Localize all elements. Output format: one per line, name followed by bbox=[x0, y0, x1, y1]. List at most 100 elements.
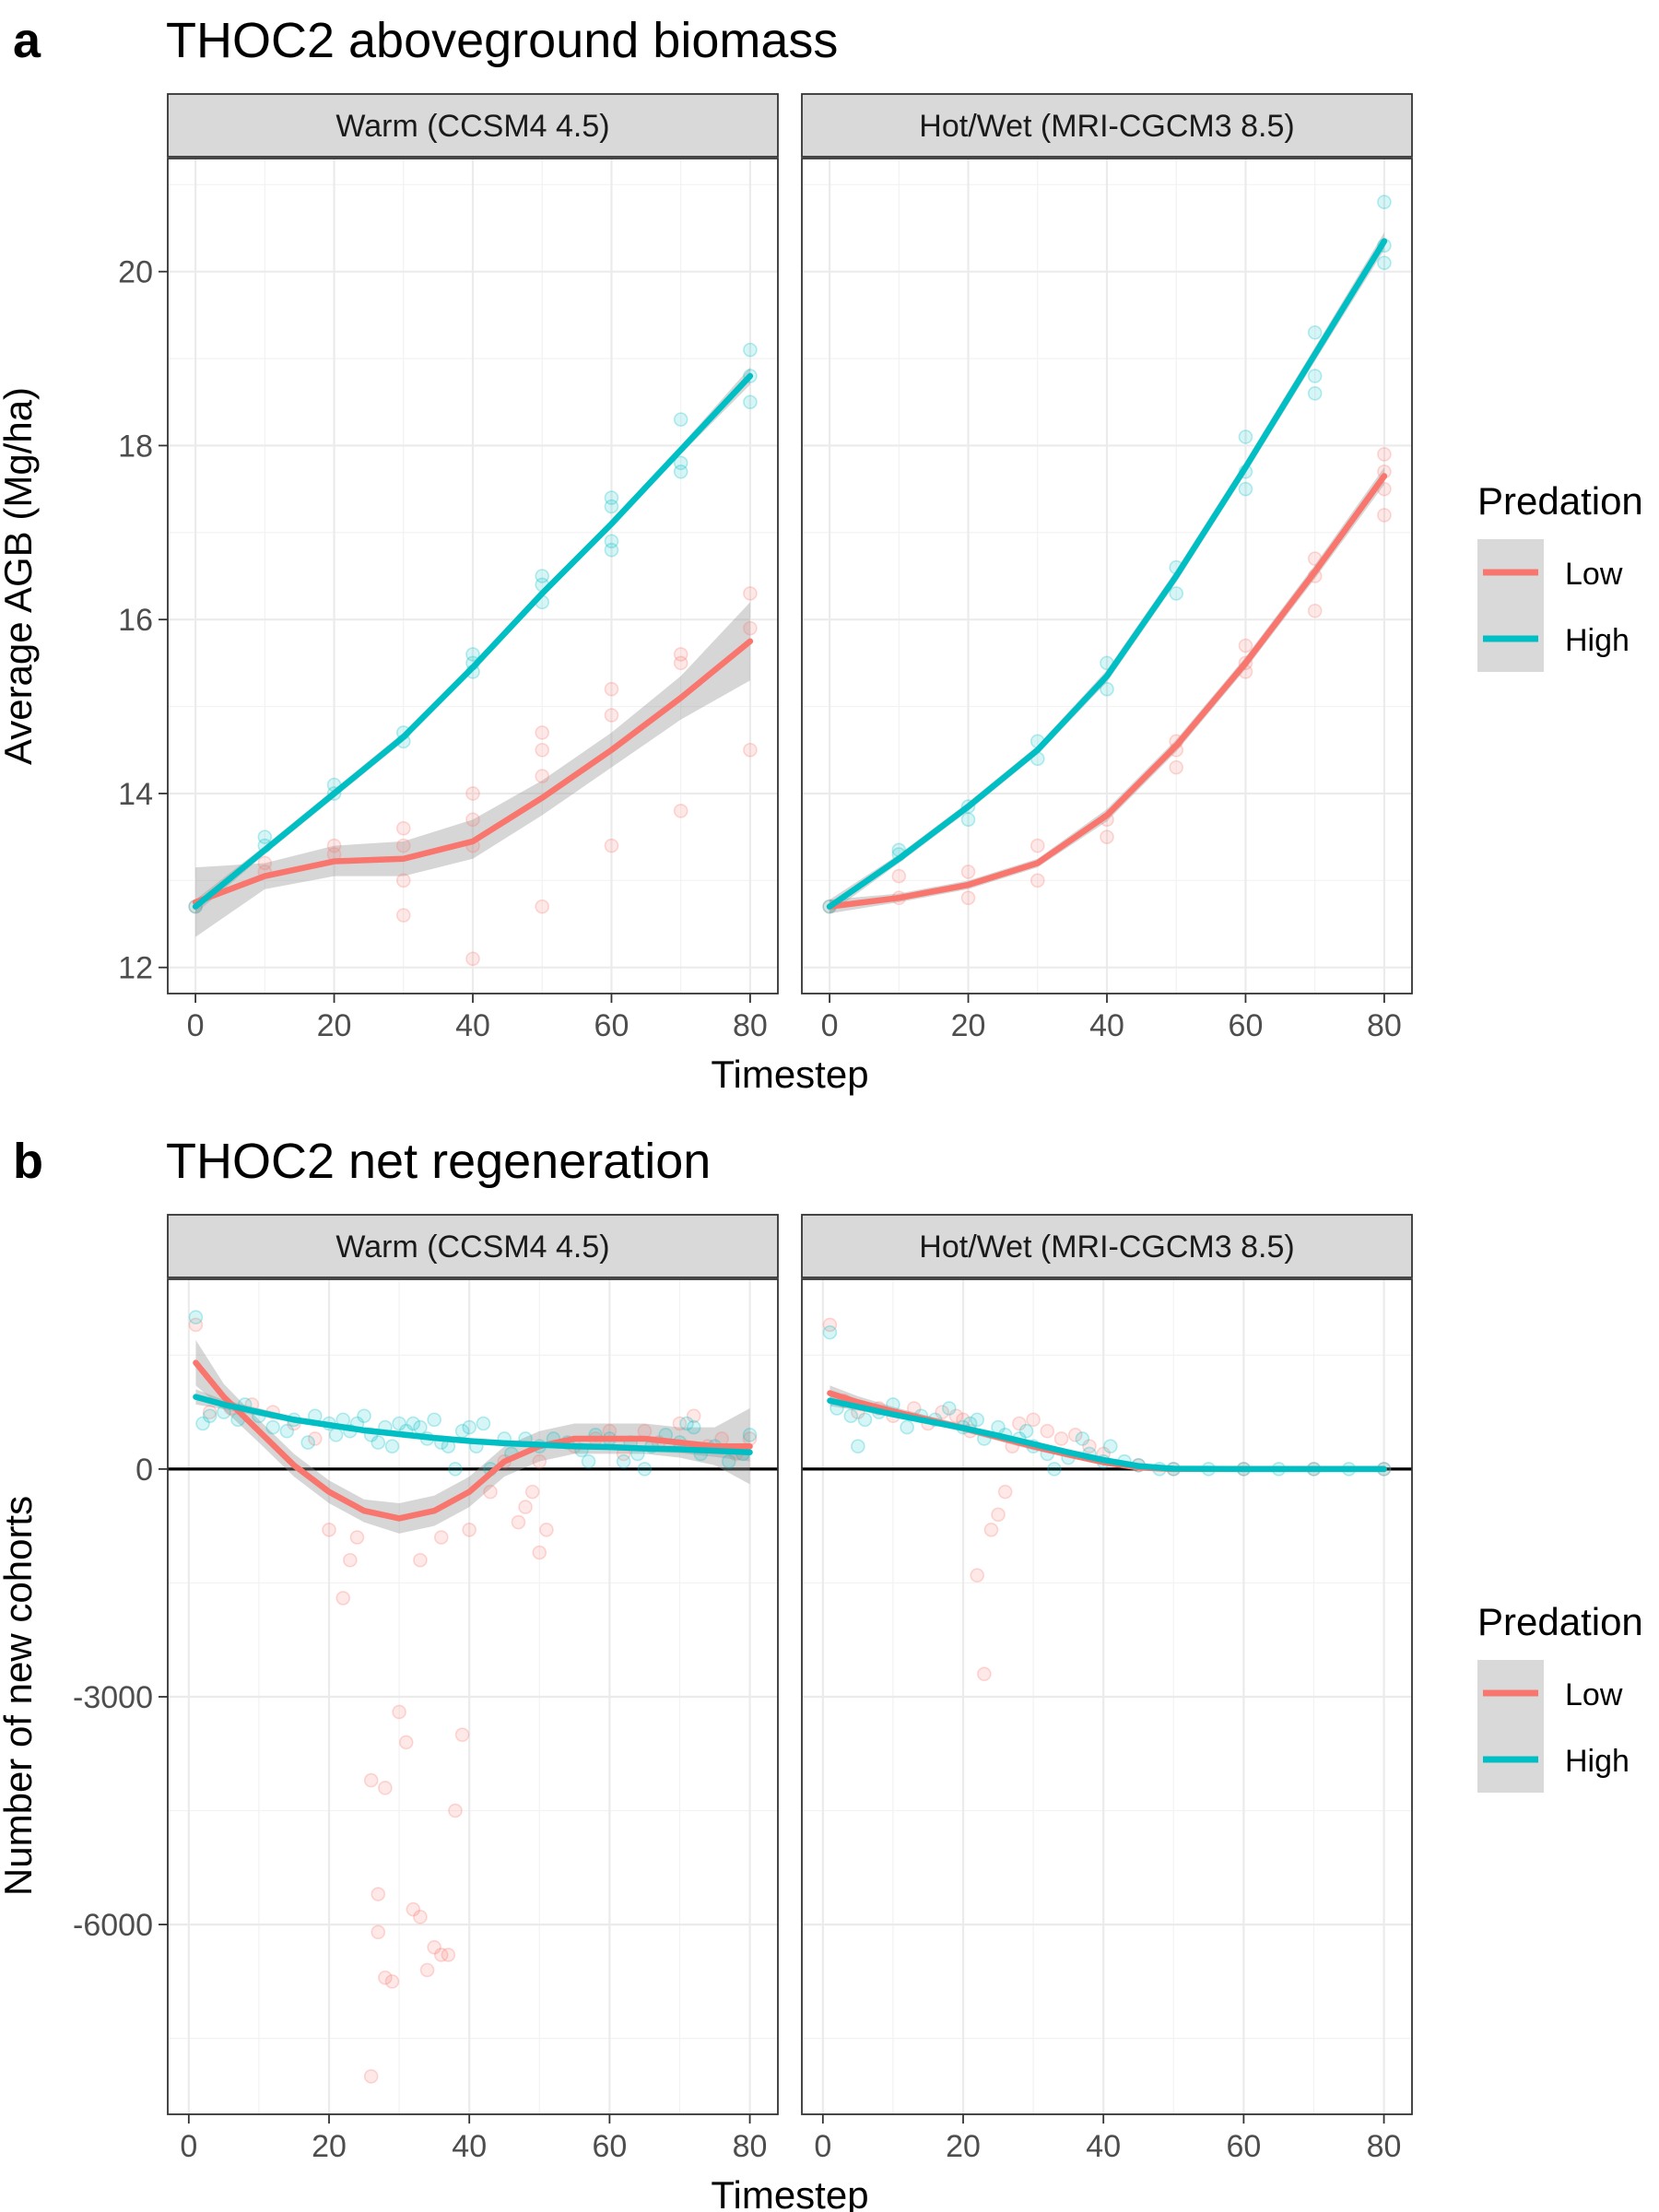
chart-b-hotwet-point-high bbox=[1075, 1431, 1090, 1446]
chart-a-legend-label-high: High bbox=[1565, 623, 1630, 658]
chart-a-warm-point-low bbox=[535, 725, 550, 740]
chart-b-x-title: Timestep bbox=[711, 2173, 868, 2212]
chart-b-warm-point-low bbox=[398, 1735, 414, 1750]
chart-b-y-tick-label: 0 bbox=[135, 1453, 153, 1488]
chart-b-legend-title: Predation bbox=[1477, 1600, 1643, 1643]
chart-a-facet-warm: Warm (CCSM4 4.5) 0 20 40 60 80 12 14 16 18 20 bbox=[118, 93, 779, 1043]
chart-b-warm-point-low bbox=[637, 1423, 653, 1439]
chart-b-hotwet-point-low bbox=[977, 1666, 992, 1682]
chart-a-warm-band-low bbox=[195, 602, 750, 937]
chart-b-warm-point-low bbox=[371, 1924, 386, 1940]
chart-b-warm-point-high bbox=[637, 1462, 653, 1477]
chart-b-facet-warm: Warm (CCSM4 4.5) 0 20 40 60 80 0 -3000 -6000 bbox=[73, 1214, 779, 2164]
chart-b-facet-warm-x-axis: 0 20 40 60 80 bbox=[180, 2114, 767, 2164]
chart-a-title: THOC2 aboveground biomass bbox=[166, 13, 838, 68]
chart-a-hotwet-point-low bbox=[1100, 830, 1114, 844]
chart-b-hotwet-x-tick-label: 20 bbox=[946, 2129, 981, 2164]
chart-a-facet-warm-x-axis: 0 20 40 60 80 bbox=[187, 994, 768, 1043]
chart-a-warm-point-high bbox=[604, 499, 619, 514]
chart-a-warm-point-high bbox=[673, 412, 688, 427]
chart-b-y-title: Number of new cohorts bbox=[0, 1496, 40, 1896]
chart-a-warm-point-high bbox=[743, 342, 758, 358]
chart-a-y-tick-label: 20 bbox=[118, 255, 153, 290]
chart-a-hotwet-point-high bbox=[1307, 324, 1323, 340]
chart-b-hotwet-point-high bbox=[1018, 1423, 1034, 1439]
chart-b-warm-point-high bbox=[448, 1462, 463, 1477]
chart-a-warm-point-low bbox=[743, 742, 758, 758]
chart-b-warm-point-high bbox=[188, 1310, 204, 1324]
chart-b-hotwet-point-low bbox=[1067, 1428, 1083, 1442]
chart-b-warm-point-high bbox=[357, 1408, 371, 1424]
chart-b-hotwet-point-high bbox=[843, 1408, 859, 1424]
chart-a-warm-x-tick-label: 80 bbox=[733, 1008, 768, 1043]
chart-b-warm-point-high bbox=[406, 1416, 421, 1431]
chart-b-hotwet-point-high bbox=[822, 1324, 838, 1340]
chart-b-hotwet-point-high bbox=[1047, 1462, 1062, 1477]
chart-b-warm-point-low bbox=[363, 2069, 379, 2084]
chart-b-warm-fit-line-low bbox=[193, 1359, 753, 1522]
chart-a-warm-fit-line-high bbox=[192, 372, 754, 910]
chart-b-warm-point-high bbox=[328, 1428, 344, 1442]
chart-b-hotwet-point-high bbox=[851, 1439, 865, 1453]
chart-b-facet-hotwet-strip-label: Hot/Wet (MRI-CGCM3 8.5) bbox=[919, 1230, 1294, 1265]
chart-a-warm-point-low bbox=[673, 804, 688, 818]
chart-a-hotwet-point-low bbox=[1377, 447, 1392, 462]
chart-a-hotwet-point-high bbox=[1238, 429, 1253, 444]
chart-a-warm-point-high bbox=[673, 455, 688, 471]
chart-a-hotwet-point-low bbox=[960, 890, 976, 905]
chart-b-warm-point-low bbox=[188, 1317, 204, 1333]
chart-b-hotwet-x-tick-label: 60 bbox=[1226, 2129, 1261, 2164]
chart-b-y-tick-label: -3000 bbox=[73, 1680, 153, 1715]
chart-b-warm-point-high bbox=[384, 1439, 400, 1453]
chart-b-warm-point-low bbox=[406, 1901, 421, 1917]
chart-b-warm-point-high bbox=[679, 1416, 694, 1431]
chart-b-warm-point-low bbox=[454, 1727, 470, 1742]
chart-b-hotwet-point-high bbox=[941, 1401, 957, 1416]
chart-a-facet-warm-fits bbox=[192, 372, 754, 910]
chart-b-facet-warm-bands bbox=[195, 1339, 750, 1534]
chart-a-warm-point-low bbox=[465, 951, 480, 967]
chart-a-y-tick-label: 12 bbox=[118, 951, 153, 986]
chart-a-warm-point-high bbox=[604, 542, 619, 558]
chart-b-warm-point-high bbox=[686, 1419, 701, 1435]
chart-b-net-regeneration: b THOC2 net regeneration Warm (CCSM4 4.5… bbox=[0, 1134, 1643, 2212]
chart-a-x-title: Timestep bbox=[711, 1053, 868, 1096]
chart-a-hotwet-point-high bbox=[960, 812, 976, 828]
chart-a-y-axis: 12 14 16 18 20 bbox=[118, 255, 168, 986]
chart-b-warm-point-low bbox=[349, 1530, 365, 1545]
chart-b-warm-point-low bbox=[483, 1484, 498, 1500]
chart-a-hotwet-point-low bbox=[1030, 838, 1045, 853]
chart-b-tag: b bbox=[13, 1134, 43, 1189]
chart-a-warm-point-high bbox=[465, 647, 480, 662]
chart-a-warm-point-high bbox=[535, 569, 550, 583]
chart-a-warm-point-high bbox=[604, 490, 619, 505]
chart-b-y-tick-label: -6000 bbox=[73, 1908, 153, 1943]
chart-a-hotwet-x-tick-label: 80 bbox=[1367, 1008, 1402, 1043]
chart-a-warm-point-high bbox=[743, 394, 758, 410]
chart-b-warm-band-low bbox=[195, 1339, 750, 1534]
chart-a-warm-point-low bbox=[673, 655, 688, 671]
chart-a-facet-hotwet-strip bbox=[801, 93, 1413, 158]
chart-a-warm-point-high bbox=[673, 464, 688, 479]
chart-b-warm-point-low bbox=[413, 1910, 428, 1924]
chart-b-hotwet-point-high bbox=[970, 1412, 985, 1428]
chart-a-warm-point-low bbox=[395, 873, 411, 888]
chart-b-warm-point-low bbox=[202, 1405, 218, 1419]
chart-a-warm-point-low bbox=[326, 838, 342, 853]
chart-a-hotwet-point-low bbox=[1169, 759, 1184, 775]
chart-a-hotwet-point-high bbox=[1377, 255, 1392, 271]
chart-b-warm-point-low bbox=[433, 1530, 449, 1545]
chart-a-facet-hotwet-x-axis: 0 20 40 60 80 bbox=[821, 994, 1402, 1043]
chart-b-warm-x-tick-label: 20 bbox=[312, 2129, 347, 2164]
chart-b-legend-label-low: Low bbox=[1565, 1677, 1623, 1712]
chart-a-hotwet-point-high bbox=[1169, 586, 1184, 601]
chart-a-hotwet-x-tick-label: 20 bbox=[951, 1008, 986, 1043]
chart-b-hotwet-point-low bbox=[1040, 1423, 1055, 1439]
chart-b-warm-point-low bbox=[343, 1552, 358, 1568]
chart-a-hotwet-point-high bbox=[1100, 681, 1114, 697]
chart-a-warm-point-low bbox=[395, 908, 411, 923]
chart-a-hotwet-point-low bbox=[1030, 873, 1045, 888]
chart-a-legend-label-low: Low bbox=[1565, 557, 1623, 592]
chart-b-hotwet-point-high bbox=[1103, 1439, 1118, 1453]
